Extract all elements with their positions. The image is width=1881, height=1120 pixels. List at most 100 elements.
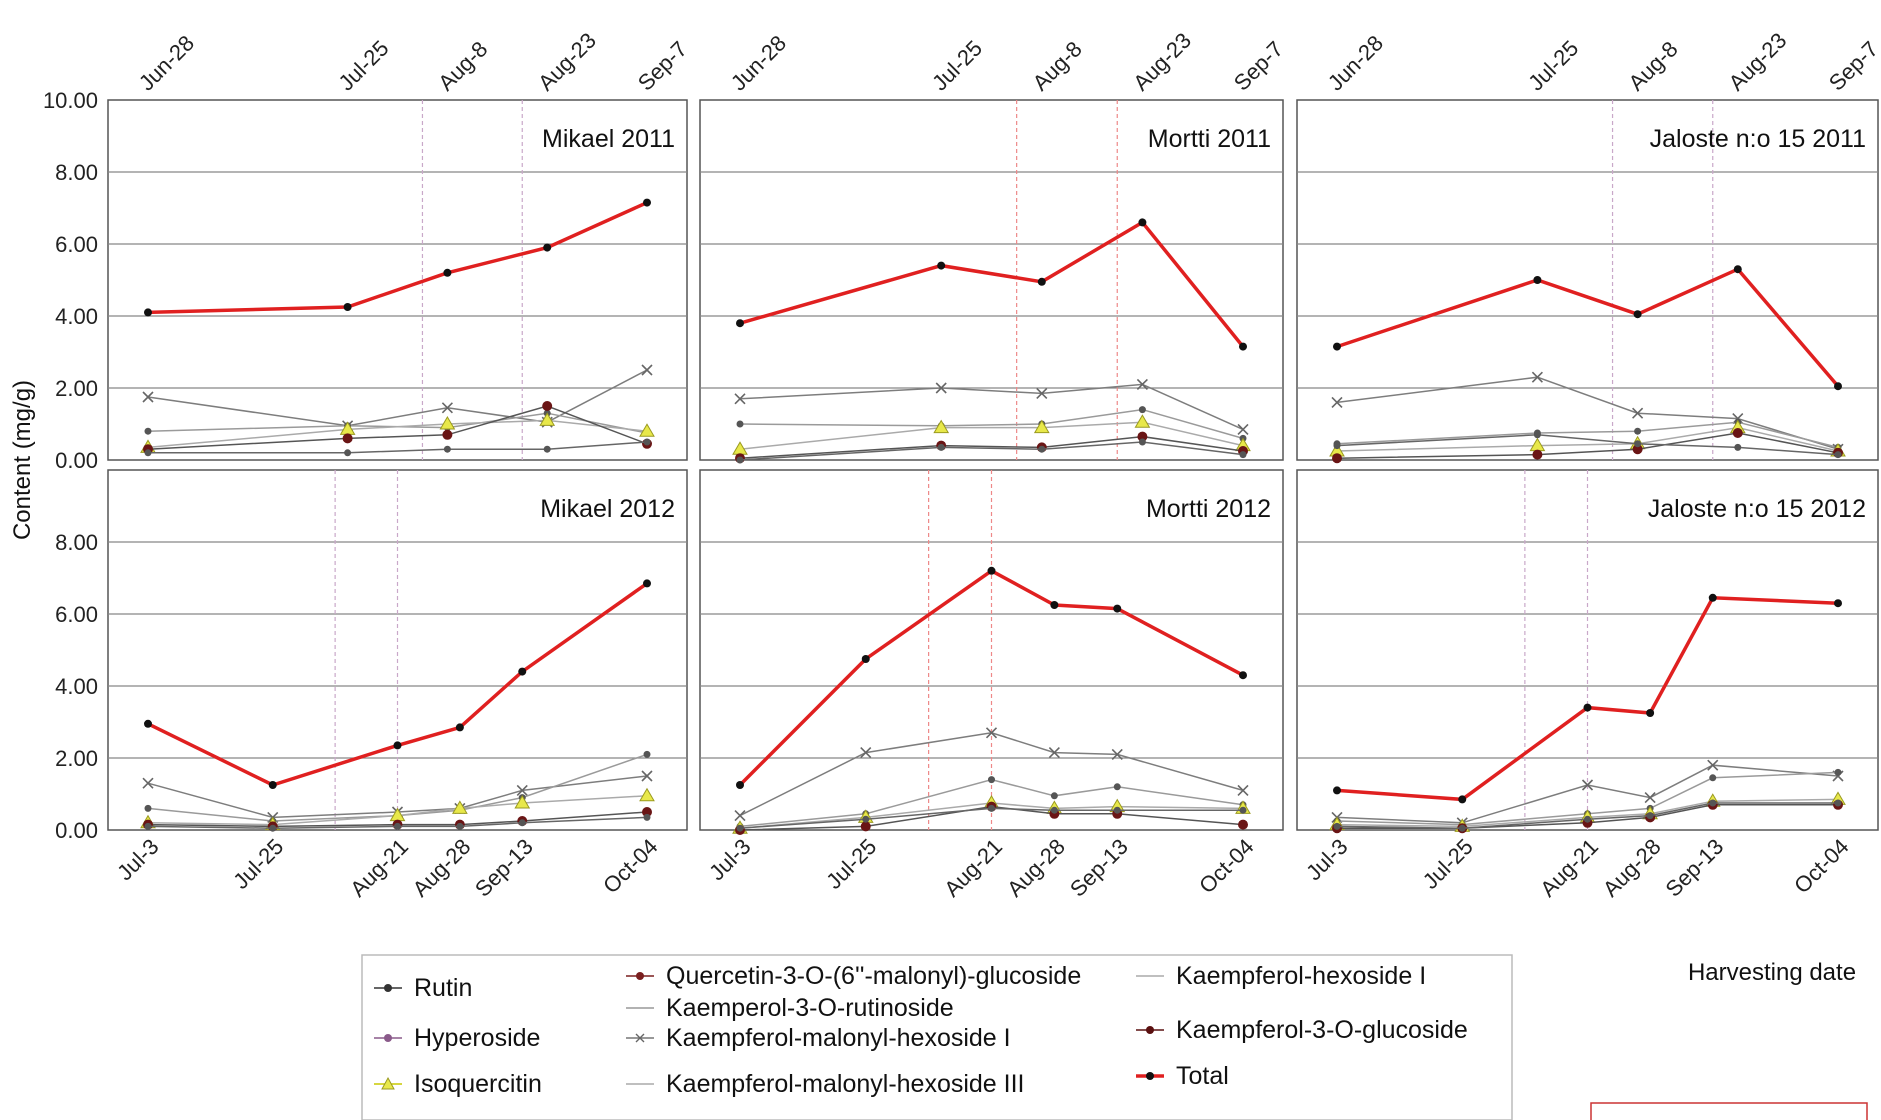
- y-tick-label: 0.00: [55, 448, 98, 473]
- series-point: [442, 429, 453, 440]
- bottom-date-label: Oct-04: [1789, 834, 1853, 898]
- series-point-x: [860, 747, 872, 759]
- top-date-label: Aug-8: [433, 36, 492, 95]
- series-point-x: [1036, 387, 1048, 399]
- top-date-label: Jun-28: [726, 30, 791, 95]
- series-point-total: [1239, 671, 1247, 680]
- y-tick-label: 6.00: [55, 602, 98, 627]
- legend-swatch-marker: [381, 1076, 395, 1090]
- series-point: [144, 804, 152, 812]
- series-point: [862, 815, 870, 823]
- series-point: [144, 449, 152, 457]
- panel-title: Mortti 2012: [1146, 495, 1271, 523]
- bottom-date-label: Aug-28: [1002, 834, 1070, 902]
- bottom-date-label: Jul-25: [228, 834, 288, 894]
- series-point-total: [543, 243, 552, 252]
- series-point-total: [1458, 795, 1467, 804]
- legend-swatch-marker: [635, 1033, 645, 1043]
- series-point: [1138, 406, 1146, 414]
- series-point-total: [1708, 593, 1717, 602]
- series-line-minor: [147, 811, 648, 828]
- panel-frame: [699, 99, 1284, 461]
- series-point-triangle: [452, 800, 468, 814]
- series-point-x: [1111, 748, 1123, 760]
- series-point: [736, 420, 744, 428]
- series-point-x: [985, 727, 998, 739]
- series-point-x: [1581, 779, 1594, 791]
- legend-label: Isoquercitin: [414, 1070, 542, 1098]
- series-point: [988, 776, 995, 784]
- series-line-minor: [147, 775, 648, 819]
- series-point: [394, 822, 401, 830]
- series-line-minor: [1336, 798, 1839, 828]
- series-line-minor: [1336, 802, 1838, 829]
- legend-swatch-marker: [384, 1034, 392, 1042]
- series-point: [1238, 819, 1248, 830]
- top-date-label: Sep-7: [633, 36, 692, 95]
- series-point-total: [343, 303, 352, 311]
- series-point: [1332, 453, 1342, 464]
- series-point-total: [1834, 599, 1842, 608]
- series-point-triangle: [639, 787, 655, 802]
- series-point: [1584, 815, 1591, 823]
- series-point-total: [1037, 277, 1046, 286]
- top-date-label: Aug-23: [1128, 28, 1196, 96]
- series-point-total: [987, 566, 996, 575]
- bottom-date-label: Aug-21: [939, 834, 1007, 902]
- series-line-minor: [739, 805, 1244, 831]
- legend-label: Kaempferol-malonyl-hexoside III: [666, 1070, 1025, 1098]
- series-line-minor: [739, 383, 1244, 431]
- panel-title: Jaloste n:o 15 2012: [1648, 495, 1866, 523]
- series-point: [1834, 799, 1842, 807]
- series-line-minor: [147, 405, 648, 450]
- series-point: [642, 807, 652, 817]
- series-line-minor: [1336, 432, 1839, 459]
- series-line-total: [147, 201, 648, 315]
- series-point-x: [1048, 747, 1060, 759]
- series-point: [342, 433, 353, 444]
- panel-frame: [107, 469, 688, 831]
- series-line-minor: [739, 441, 1244, 461]
- y-tick-label: 0.00: [55, 818, 98, 843]
- series-point-x: [516, 784, 528, 796]
- series-point-triangle: [439, 416, 456, 430]
- legend-label: Kaemperol-3-O-rutinoside: [666, 994, 954, 1022]
- legend-label: Hyperoside: [414, 1024, 540, 1052]
- top-date-label: Aug-23: [1724, 28, 1792, 96]
- legend-swatch-marker: [1146, 1026, 1154, 1034]
- series-point-triangle: [514, 795, 531, 809]
- series-point: [543, 445, 551, 453]
- series-line-minor: [147, 419, 648, 449]
- series-point-total: [643, 198, 651, 207]
- top-date-label: Jul-25: [927, 35, 987, 95]
- series-point-triangle: [1529, 437, 1546, 452]
- top-date-label: Sep-7: [1229, 36, 1288, 95]
- bottom-date-label: Jul-25: [821, 834, 881, 894]
- series-point: [1732, 428, 1743, 438]
- series-point-total: [736, 319, 744, 328]
- series-point: [1138, 438, 1146, 446]
- series-point-x: [142, 777, 154, 789]
- top-date-label: Aug-8: [1028, 36, 1087, 95]
- series-line-minor: [148, 441, 648, 454]
- series-point-x: [734, 810, 746, 822]
- series-point: [344, 449, 352, 457]
- series-point-total: [144, 308, 152, 317]
- panel-frame: [1296, 99, 1879, 461]
- series-point-x: [1632, 407, 1644, 419]
- series-point: [1333, 822, 1341, 830]
- top-date-label: Jun-28: [1323, 30, 1388, 95]
- series-line-total: [147, 581, 649, 787]
- series-point: [518, 819, 526, 827]
- annotation-box: [1590, 1102, 1868, 1120]
- series-point: [1113, 806, 1121, 814]
- y-tick-label: 6.00: [55, 232, 98, 257]
- legend-swatch-marker: [636, 972, 644, 980]
- series-line-total: [738, 568, 1244, 787]
- series-line-minor: [739, 802, 1244, 829]
- series-point-total: [268, 781, 277, 789]
- series-point-total: [1050, 601, 1059, 609]
- bottom-date-label: Sep-13: [1660, 834, 1728, 902]
- series-line-minor: [739, 408, 1244, 440]
